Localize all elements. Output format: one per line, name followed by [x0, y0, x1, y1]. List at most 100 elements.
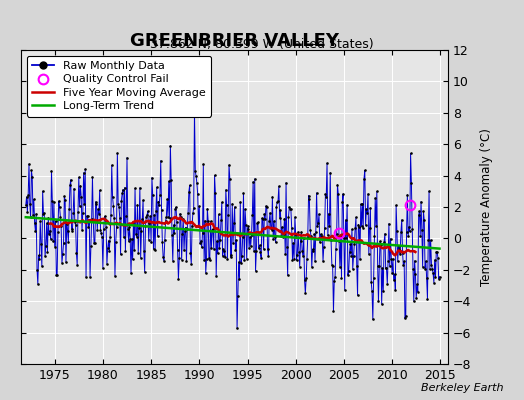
Point [52, 272, 60, 278]
Point [250, 176, 259, 182]
Point [309, 248, 318, 254]
Point [100, 226, 108, 232]
Point [221, 254, 229, 260]
Point [125, 224, 134, 230]
Point [345, 249, 354, 255]
Point [56, 203, 64, 210]
Point [389, 256, 397, 262]
Point [408, 225, 417, 232]
Point [50, 198, 58, 205]
Point [293, 252, 301, 258]
Point [265, 218, 274, 224]
Point [103, 261, 111, 267]
Point [374, 298, 383, 304]
Point [353, 292, 362, 298]
Point [266, 210, 274, 216]
Point [191, 168, 200, 174]
Point [172, 204, 180, 210]
Point [316, 231, 325, 238]
Point [262, 203, 270, 209]
Point [431, 274, 440, 280]
Point [260, 211, 269, 217]
Point [243, 255, 251, 262]
Point [193, 191, 202, 198]
Point [241, 206, 249, 212]
Point [327, 237, 335, 243]
Point [234, 259, 243, 265]
Point [96, 227, 105, 234]
Point [282, 180, 290, 186]
Point [161, 218, 170, 225]
Point [198, 244, 206, 251]
Point [332, 246, 340, 252]
Point [429, 270, 437, 276]
Y-axis label: Temperature Anomaly (°C): Temperature Anomaly (°C) [479, 128, 493, 286]
Point [413, 281, 421, 288]
Point [415, 208, 423, 214]
Point [133, 202, 141, 208]
Point [250, 248, 258, 254]
Point [364, 191, 372, 197]
Point [435, 274, 444, 280]
Point [375, 263, 384, 269]
Point [258, 215, 266, 222]
Point [95, 187, 104, 194]
Point [288, 225, 296, 231]
Point [98, 233, 106, 240]
Point [374, 262, 382, 269]
Point [395, 242, 403, 249]
Point [48, 198, 57, 204]
Point [380, 230, 389, 237]
Point [168, 232, 176, 238]
Point [216, 237, 224, 244]
Point [39, 210, 48, 217]
Point [238, 253, 246, 259]
Point [50, 243, 59, 250]
Point [384, 258, 392, 264]
Point [244, 223, 253, 229]
Point [117, 198, 126, 204]
Point [118, 190, 126, 196]
Point [108, 194, 117, 200]
Point [309, 246, 317, 252]
Point [128, 236, 136, 242]
Point [410, 298, 418, 304]
Point [137, 228, 146, 234]
Point [336, 264, 344, 270]
Point [351, 225, 359, 232]
Point [121, 248, 129, 254]
Point [160, 237, 169, 244]
Point [231, 247, 239, 253]
Point [119, 186, 127, 193]
Point [133, 233, 141, 240]
Point [234, 292, 242, 299]
Point [246, 243, 255, 249]
Point [180, 247, 188, 253]
Point [140, 269, 149, 275]
Point [323, 160, 331, 166]
Point [301, 290, 310, 296]
Point [116, 215, 124, 221]
Point [195, 203, 203, 210]
Point [333, 231, 341, 237]
Point [219, 246, 227, 253]
Point [300, 277, 309, 283]
Point [336, 233, 345, 240]
Point [205, 254, 213, 261]
Point [112, 238, 120, 245]
Point [54, 228, 62, 235]
Point [142, 214, 150, 220]
Point [352, 214, 360, 220]
Point [235, 276, 244, 282]
Point [122, 213, 130, 219]
Point [431, 257, 439, 263]
Point [290, 256, 298, 262]
Point [407, 179, 416, 186]
Point [54, 198, 63, 204]
Point [318, 233, 326, 240]
Point [135, 224, 143, 231]
Point [402, 229, 411, 235]
Point [335, 238, 343, 245]
Point [178, 231, 187, 237]
Point [341, 217, 350, 223]
